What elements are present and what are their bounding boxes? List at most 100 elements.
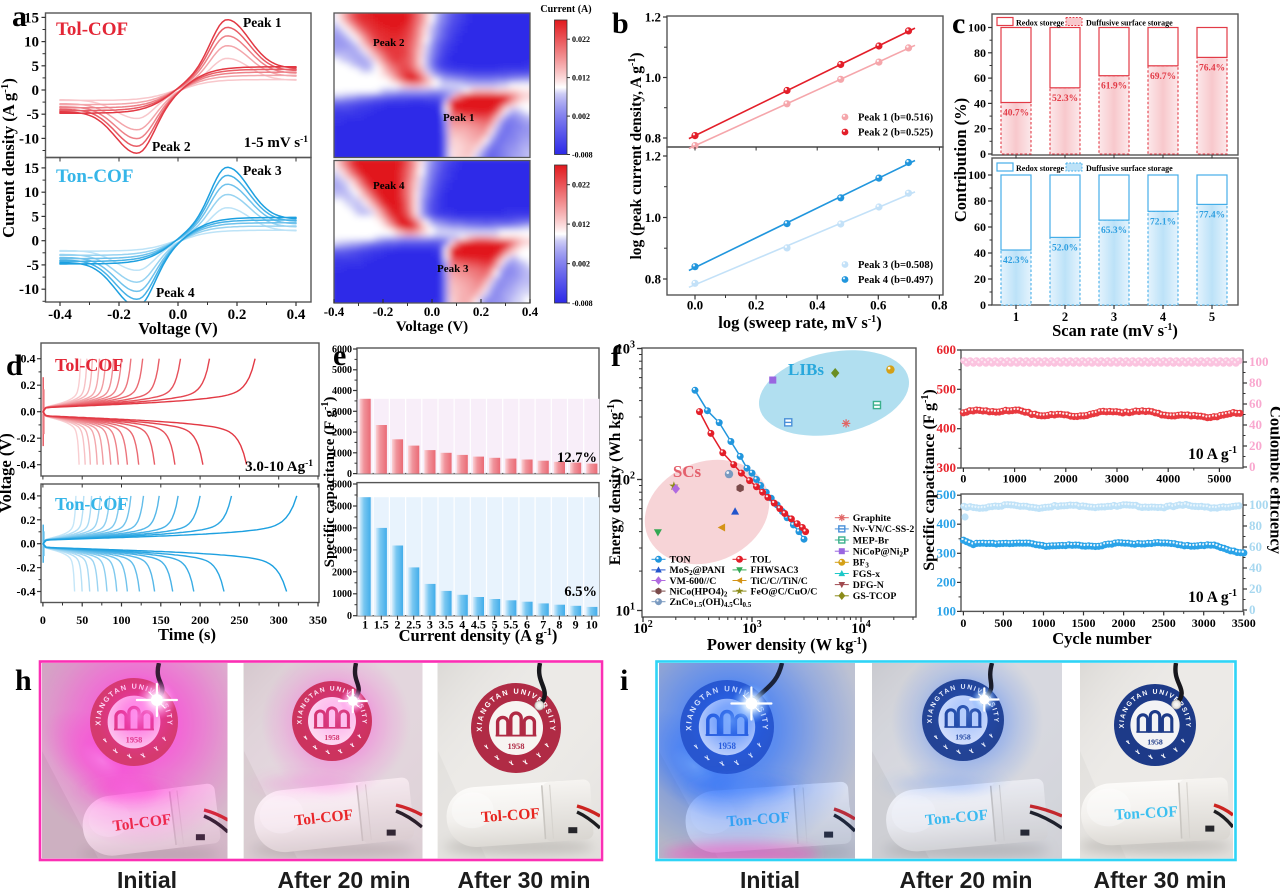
svg-text:0: 0 — [1249, 602, 1256, 617]
svg-text:100: 100 — [968, 21, 986, 35]
svg-text:6.5%: 6.5% — [564, 584, 597, 600]
svg-text:0.012: 0.012 — [572, 220, 590, 229]
svg-text:69.7%: 69.7% — [1150, 72, 1176, 82]
svg-text:100: 100 — [968, 168, 986, 182]
svg-text:-0.2: -0.2 — [17, 561, 36, 575]
svg-text:Cycle number: Cycle number — [1052, 629, 1151, 648]
svg-text:1.2: 1.2 — [645, 149, 661, 164]
svg-text:1000: 1000 — [1003, 471, 1027, 485]
svg-text:-0.2: -0.2 — [107, 307, 131, 323]
svg-text:0.6: 0.6 — [870, 298, 887, 313]
svg-text:100: 100 — [1249, 354, 1269, 369]
svg-text:350: 350 — [309, 613, 327, 627]
svg-text:-0.008: -0.008 — [572, 299, 593, 308]
svg-text:4.5: 4.5 — [471, 618, 486, 632]
svg-text:FGS-x: FGS-x — [853, 569, 880, 580]
svg-text:2000: 2000 — [332, 567, 352, 578]
svg-text:3500: 3500 — [1232, 616, 1256, 630]
svg-text:Redox storege: Redox storege — [1016, 19, 1065, 28]
svg-text:1: 1 — [362, 618, 368, 632]
svg-text:40: 40 — [1249, 417, 1262, 432]
svg-text:1-5 mV s-1: 1-5 mV s-1 — [244, 135, 309, 151]
svg-text:3.0-10 Ag-1: 3.0-10 Ag-1 — [245, 459, 313, 475]
svg-text:Peak 3: Peak 3 — [243, 163, 282, 178]
svg-text:4000: 4000 — [332, 523, 352, 534]
svg-text:Scan rate (mV s-1): Scan rate (mV s-1) — [1052, 321, 1178, 340]
svg-text:LIBs: LIBs — [788, 360, 824, 379]
svg-text:80: 80 — [974, 46, 986, 60]
svg-text:150: 150 — [152, 613, 170, 627]
svg-text:0: 0 — [960, 471, 966, 485]
svg-text:20: 20 — [974, 122, 986, 136]
svg-text:52.3%: 52.3% — [1052, 94, 1078, 104]
svg-text:40.7%: 40.7% — [1003, 109, 1029, 119]
svg-text:80: 80 — [1249, 518, 1262, 533]
svg-text:Peak 3 (b=0.508): Peak 3 (b=0.508) — [858, 260, 934, 271]
svg-text:Ton-COF: Ton-COF — [1114, 803, 1178, 823]
svg-text:5000: 5000 — [332, 502, 352, 513]
svg-text:4000: 4000 — [1156, 471, 1180, 485]
svg-text:15: 15 — [24, 161, 39, 177]
svg-text:6000: 6000 — [332, 345, 352, 356]
svg-text:3000: 3000 — [332, 407, 352, 418]
svg-text:-10: -10 — [19, 282, 39, 298]
svg-text:0.8: 0.8 — [931, 298, 948, 313]
svg-text:5: 5 — [1209, 310, 1215, 324]
svg-text:60: 60 — [974, 71, 986, 85]
svg-text:101: 101 — [616, 602, 636, 620]
svg-text:-0.008: -0.008 — [572, 151, 593, 160]
svg-text:1000: 1000 — [332, 589, 352, 600]
svg-text:0: 0 — [347, 611, 352, 622]
svg-text:Peak 4: Peak 4 — [156, 285, 195, 300]
svg-text:200: 200 — [191, 613, 209, 627]
svg-text:Nv-VN/C-SS-2: Nv-VN/C-SS-2 — [853, 524, 915, 535]
svg-text:0: 0 — [40, 613, 46, 627]
svg-text:5000: 5000 — [332, 365, 352, 376]
svg-text:Voltage (V): Voltage (V) — [0, 433, 15, 513]
svg-text:0: 0 — [32, 83, 40, 99]
svg-text:After 30 min: After 30 min — [1094, 867, 1227, 892]
svg-text:i: i — [620, 664, 628, 697]
svg-text:Coulombic efficiency: Coulombic efficiency — [1267, 406, 1280, 555]
svg-text:Voltage (V): Voltage (V) — [396, 319, 468, 335]
svg-text:300: 300 — [270, 613, 288, 627]
svg-text:h: h — [15, 664, 32, 697]
svg-text:ZnCo1.5(OH)4.5Cl0.5: ZnCo1.5(OH)4.5Cl0.5 — [670, 597, 752, 609]
svg-text:FeO@C/CuO/C: FeO@C/CuO/C — [751, 586, 818, 597]
svg-text:200: 200 — [937, 574, 957, 589]
svg-text:1.0: 1.0 — [645, 210, 661, 225]
svg-text:0.022: 0.022 — [572, 181, 590, 190]
svg-text:0.0: 0.0 — [687, 298, 703, 313]
svg-text:Graphite: Graphite — [853, 513, 892, 524]
svg-text:42.3%: 42.3% — [1003, 256, 1029, 266]
svg-text:TiC/C//TiN/C: TiC/C//TiN/C — [751, 576, 808, 587]
svg-text:Initial: Initial — [740, 867, 800, 892]
svg-text:0.2: 0.2 — [21, 513, 36, 527]
svg-text:3000: 3000 — [1105, 471, 1129, 485]
svg-text:61.9%: 61.9% — [1101, 82, 1127, 92]
svg-text:Tol-COF: Tol-COF — [480, 805, 540, 826]
svg-text:TON: TON — [670, 555, 691, 566]
svg-text:100: 100 — [1249, 497, 1269, 512]
svg-text:Redox storege: Redox storege — [1016, 164, 1065, 173]
svg-text:Ton-COF: Ton-COF — [56, 166, 133, 187]
svg-text:1000: 1000 — [1032, 616, 1056, 630]
svg-text:Voltage (V): Voltage (V) — [138, 319, 218, 338]
svg-text:60: 60 — [1249, 396, 1262, 411]
svg-text:0.2: 0.2 — [473, 304, 489, 319]
svg-text:GS-TCOP: GS-TCOP — [853, 591, 897, 602]
svg-text:1.2: 1.2 — [645, 10, 661, 25]
svg-text:-0.2: -0.2 — [373, 304, 394, 319]
svg-text:3.5: 3.5 — [439, 618, 454, 632]
svg-text:5: 5 — [32, 209, 40, 225]
svg-text:log (peak current density, A g: log (peak current density, A g-1) — [627, 53, 645, 260]
svg-text:0: 0 — [980, 298, 986, 312]
svg-text:0.4: 0.4 — [522, 304, 539, 319]
svg-text:12.7%: 12.7% — [557, 450, 597, 466]
svg-text:10: 10 — [586, 618, 598, 632]
svg-text:1.5: 1.5 — [374, 618, 389, 632]
svg-text:76.4%: 76.4% — [1199, 63, 1225, 73]
svg-text:300: 300 — [937, 460, 957, 475]
svg-text:Ton-COF: Ton-COF — [924, 807, 988, 829]
svg-text:65.3%: 65.3% — [1101, 226, 1127, 236]
